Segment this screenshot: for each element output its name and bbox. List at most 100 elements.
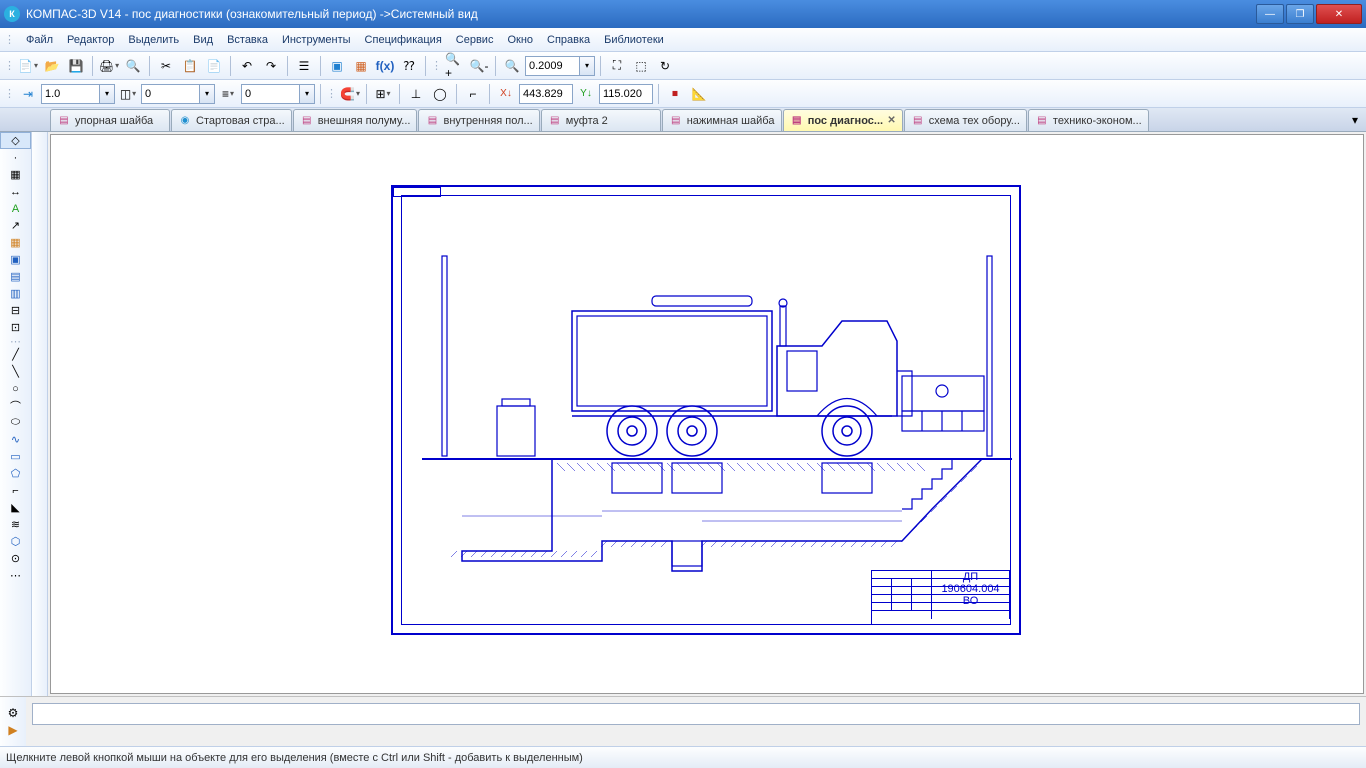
angle-dropdown[interactable]: ▾: [199, 84, 215, 104]
offset-tool[interactable]: ≋: [0, 516, 31, 533]
angle-combo[interactable]: ▾: [141, 84, 215, 104]
round-button[interactable]: ◯: [429, 83, 451, 105]
style-dropdown[interactable]: ▾: [299, 84, 315, 104]
measure-tool[interactable]: ▥: [0, 285, 31, 302]
maximize-button[interactable]: ❐: [1286, 4, 1314, 24]
menu-tools[interactable]: Инструменты: [275, 31, 358, 49]
rect-tool[interactable]: ▭: [0, 448, 31, 465]
refresh-button[interactable]: ↻: [654, 55, 676, 77]
preview-button[interactable]: 🔍: [122, 55, 144, 77]
open-button[interactable]: 📂: [41, 55, 63, 77]
zoom-scale-button[interactable]: 🔍: [501, 55, 523, 77]
style-combo[interactable]: ▾: [241, 84, 315, 104]
doc-tab[interactable]: ▤муфта 2: [541, 109, 661, 131]
leader-tool[interactable]: ↗: [0, 217, 31, 234]
auto-button[interactable]: ⚙: [8, 706, 19, 720]
properties-button[interactable]: ☰: [293, 55, 315, 77]
variables-button[interactable]: ▦: [350, 55, 372, 77]
menu-libraries[interactable]: Библиотеки: [597, 31, 671, 49]
chamfer-tool[interactable]: ◣: [0, 499, 31, 516]
params-tool[interactable]: ▤: [0, 268, 31, 285]
new-button[interactable]: 📄▾: [17, 55, 39, 77]
coord-x-input[interactable]: [519, 84, 573, 104]
point-tool[interactable]: ·: [0, 149, 31, 166]
circle-tool[interactable]: ○: [0, 380, 31, 397]
manager-button[interactable]: ▣: [326, 55, 348, 77]
minimize-button[interactable]: —: [1256, 4, 1284, 24]
zoom-in-button[interactable]: 🔍+: [444, 55, 466, 77]
stop-button[interactable]: ⏹: [664, 83, 686, 105]
zoom-combo[interactable]: ▾: [525, 56, 595, 76]
step-dropdown[interactable]: ▾: [99, 84, 115, 104]
doc-tab[interactable]: ▤технико-эконом...: [1028, 109, 1149, 131]
undo-button[interactable]: ↶: [236, 55, 258, 77]
step-combo[interactable]: ▾: [41, 84, 115, 104]
property-input[interactable]: [32, 703, 1360, 725]
misc-tool[interactable]: ⋯: [0, 567, 31, 584]
coord-y-input[interactable]: [599, 84, 653, 104]
menu-service[interactable]: Сервис: [449, 31, 501, 49]
help-cursor-button[interactable]: ⁇: [398, 55, 420, 77]
menu-spec[interactable]: Спецификация: [358, 31, 449, 49]
menu-select[interactable]: Выделить: [121, 31, 186, 49]
lcs-button[interactable]: ⌐: [462, 83, 484, 105]
doc-tab-active[interactable]: ▤пос диагнос...✕: [783, 109, 903, 131]
zoom-window-button[interactable]: ⬚: [630, 55, 652, 77]
save-button[interactable]: 💾: [65, 55, 87, 77]
edit-tool[interactable]: ▣: [0, 251, 31, 268]
drawing-canvas[interactable]: ДП 190604.004 ВО: [50, 134, 1364, 694]
redo-button[interactable]: ↷: [260, 55, 282, 77]
layer-icon[interactable]: ◫▾: [117, 83, 139, 105]
menu-insert[interactable]: Вставка: [220, 31, 275, 49]
report-tool[interactable]: ⊡: [0, 319, 31, 336]
step-icon[interactable]: ⇥: [17, 83, 39, 105]
fillet-tool[interactable]: ⌐: [0, 482, 31, 499]
line2-tool[interactable]: ╲: [0, 363, 31, 380]
zoom-dropdown-button[interactable]: ▾: [579, 56, 595, 76]
print-button[interactable]: 🖨▾: [98, 55, 120, 77]
doc-tab[interactable]: ◉Стартовая стра...: [171, 109, 292, 131]
doc-tab[interactable]: ▤нажимная шайба: [662, 109, 782, 131]
doc-tab[interactable]: ▤схема тех обору...: [904, 109, 1027, 131]
doc-tab[interactable]: ▤упорная шайба: [50, 109, 170, 131]
grid-button[interactable]: ⊞▾: [372, 83, 394, 105]
menu-editor[interactable]: Редактор: [60, 31, 121, 49]
fx-button[interactable]: f(x): [374, 55, 396, 77]
menu-help[interactable]: Справка: [540, 31, 597, 49]
zoom-fit-button[interactable]: ⛶: [606, 55, 628, 77]
ellipse-tool[interactable]: ⬭: [0, 414, 31, 431]
snap-button[interactable]: 🧲▾: [339, 83, 361, 105]
tab-close-icon[interactable]: ✕: [887, 115, 895, 126]
cut-button[interactable]: ✂: [155, 55, 177, 77]
select-tool-icon[interactable]: ▶: [8, 723, 17, 737]
doc-tab[interactable]: ▤внутренняя пол...: [418, 109, 539, 131]
zoom-input[interactable]: [525, 56, 579, 76]
hatch-tool[interactable]: ▦: [0, 166, 31, 183]
equidist-tool[interactable]: ⊙: [0, 550, 31, 567]
contour-tool[interactable]: ⬡: [0, 533, 31, 550]
linestyle-icon[interactable]: ≡▾: [217, 83, 239, 105]
spline-tool[interactable]: ∿: [0, 431, 31, 448]
menu-view[interactable]: Вид: [186, 31, 220, 49]
geometry-tool[interactable]: ◇: [0, 132, 31, 149]
menu-file[interactable]: Файл: [19, 31, 60, 49]
tabbar-menu-button[interactable]: ▾: [1344, 109, 1366, 131]
text-tool[interactable]: A: [0, 200, 31, 217]
arc-tool[interactable]: ⌒: [0, 397, 31, 414]
style-input[interactable]: [241, 84, 299, 104]
spec-tool[interactable]: ⊟: [0, 302, 31, 319]
menu-window[interactable]: Окно: [500, 31, 540, 49]
ruler-button[interactable]: 📐: [688, 83, 710, 105]
close-button[interactable]: ✕: [1316, 4, 1362, 24]
table-tool[interactable]: ▦: [0, 234, 31, 251]
doc-tab[interactable]: ▤внешняя полуму...: [293, 109, 418, 131]
polygon-tool[interactable]: ⬠: [0, 465, 31, 482]
paste-button[interactable]: 📄: [203, 55, 225, 77]
line-tool[interactable]: ╱: [0, 346, 31, 363]
dim-tool[interactable]: ↔: [0, 183, 31, 200]
zoom-out-button[interactable]: 🔍-: [468, 55, 490, 77]
angle-input[interactable]: [141, 84, 199, 104]
step-input[interactable]: [41, 84, 99, 104]
copy-button[interactable]: 📋: [179, 55, 201, 77]
ortho-button[interactable]: ⊥: [405, 83, 427, 105]
